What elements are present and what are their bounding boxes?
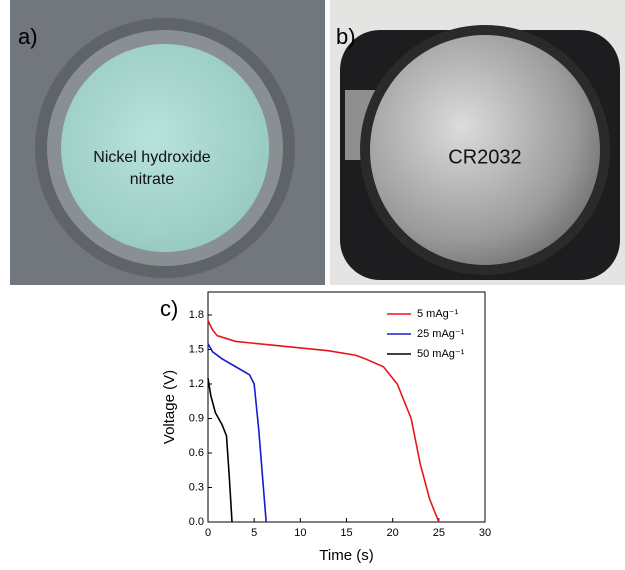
- x-tick-label: 5: [251, 527, 257, 539]
- legend-label: 50 mAg⁻¹: [417, 348, 465, 360]
- series-line: [207, 343, 267, 523]
- photo-caption: CR2032: [448, 146, 521, 168]
- y-tick-label: 0.9: [189, 412, 204, 424]
- x-tick-label: 15: [340, 527, 352, 539]
- y-tick-label: 1.5: [189, 343, 204, 355]
- x-tick-label: 10: [294, 527, 306, 539]
- panel-label: b): [336, 24, 356, 49]
- x-axis-label: Time (s): [319, 547, 373, 564]
- x-tick-label: 25: [433, 527, 445, 539]
- y-tick-label: 0.0: [189, 516, 204, 528]
- y-tick-label: 1.2: [189, 378, 204, 390]
- plot-frame: [207, 291, 486, 523]
- photo-b: b) CR2032: [330, 0, 625, 285]
- y-tick-label: 0.6: [189, 447, 204, 459]
- legend-label: 5 mAg⁻¹: [417, 308, 459, 320]
- photo-caption: nitrate: [130, 171, 175, 188]
- series-line: [207, 378, 233, 523]
- y-tick-label: 0.3: [189, 481, 204, 493]
- x-tick-label: 20: [387, 527, 399, 539]
- x-tick-label: 30: [479, 527, 491, 539]
- legend-label: 25 mAg⁻¹: [417, 328, 465, 340]
- panel-label: a): [18, 24, 38, 49]
- x-tick-label: 0: [205, 527, 211, 539]
- y-axis-label: Voltage (V): [161, 370, 178, 444]
- panel-label: c): [160, 296, 178, 321]
- y-tick-label: 1.8: [189, 309, 204, 321]
- series-line: [207, 320, 440, 523]
- photo-caption: Nickel hydroxide: [93, 149, 210, 166]
- photo-a: a) Nickel hydroxide nitrate: [10, 0, 325, 285]
